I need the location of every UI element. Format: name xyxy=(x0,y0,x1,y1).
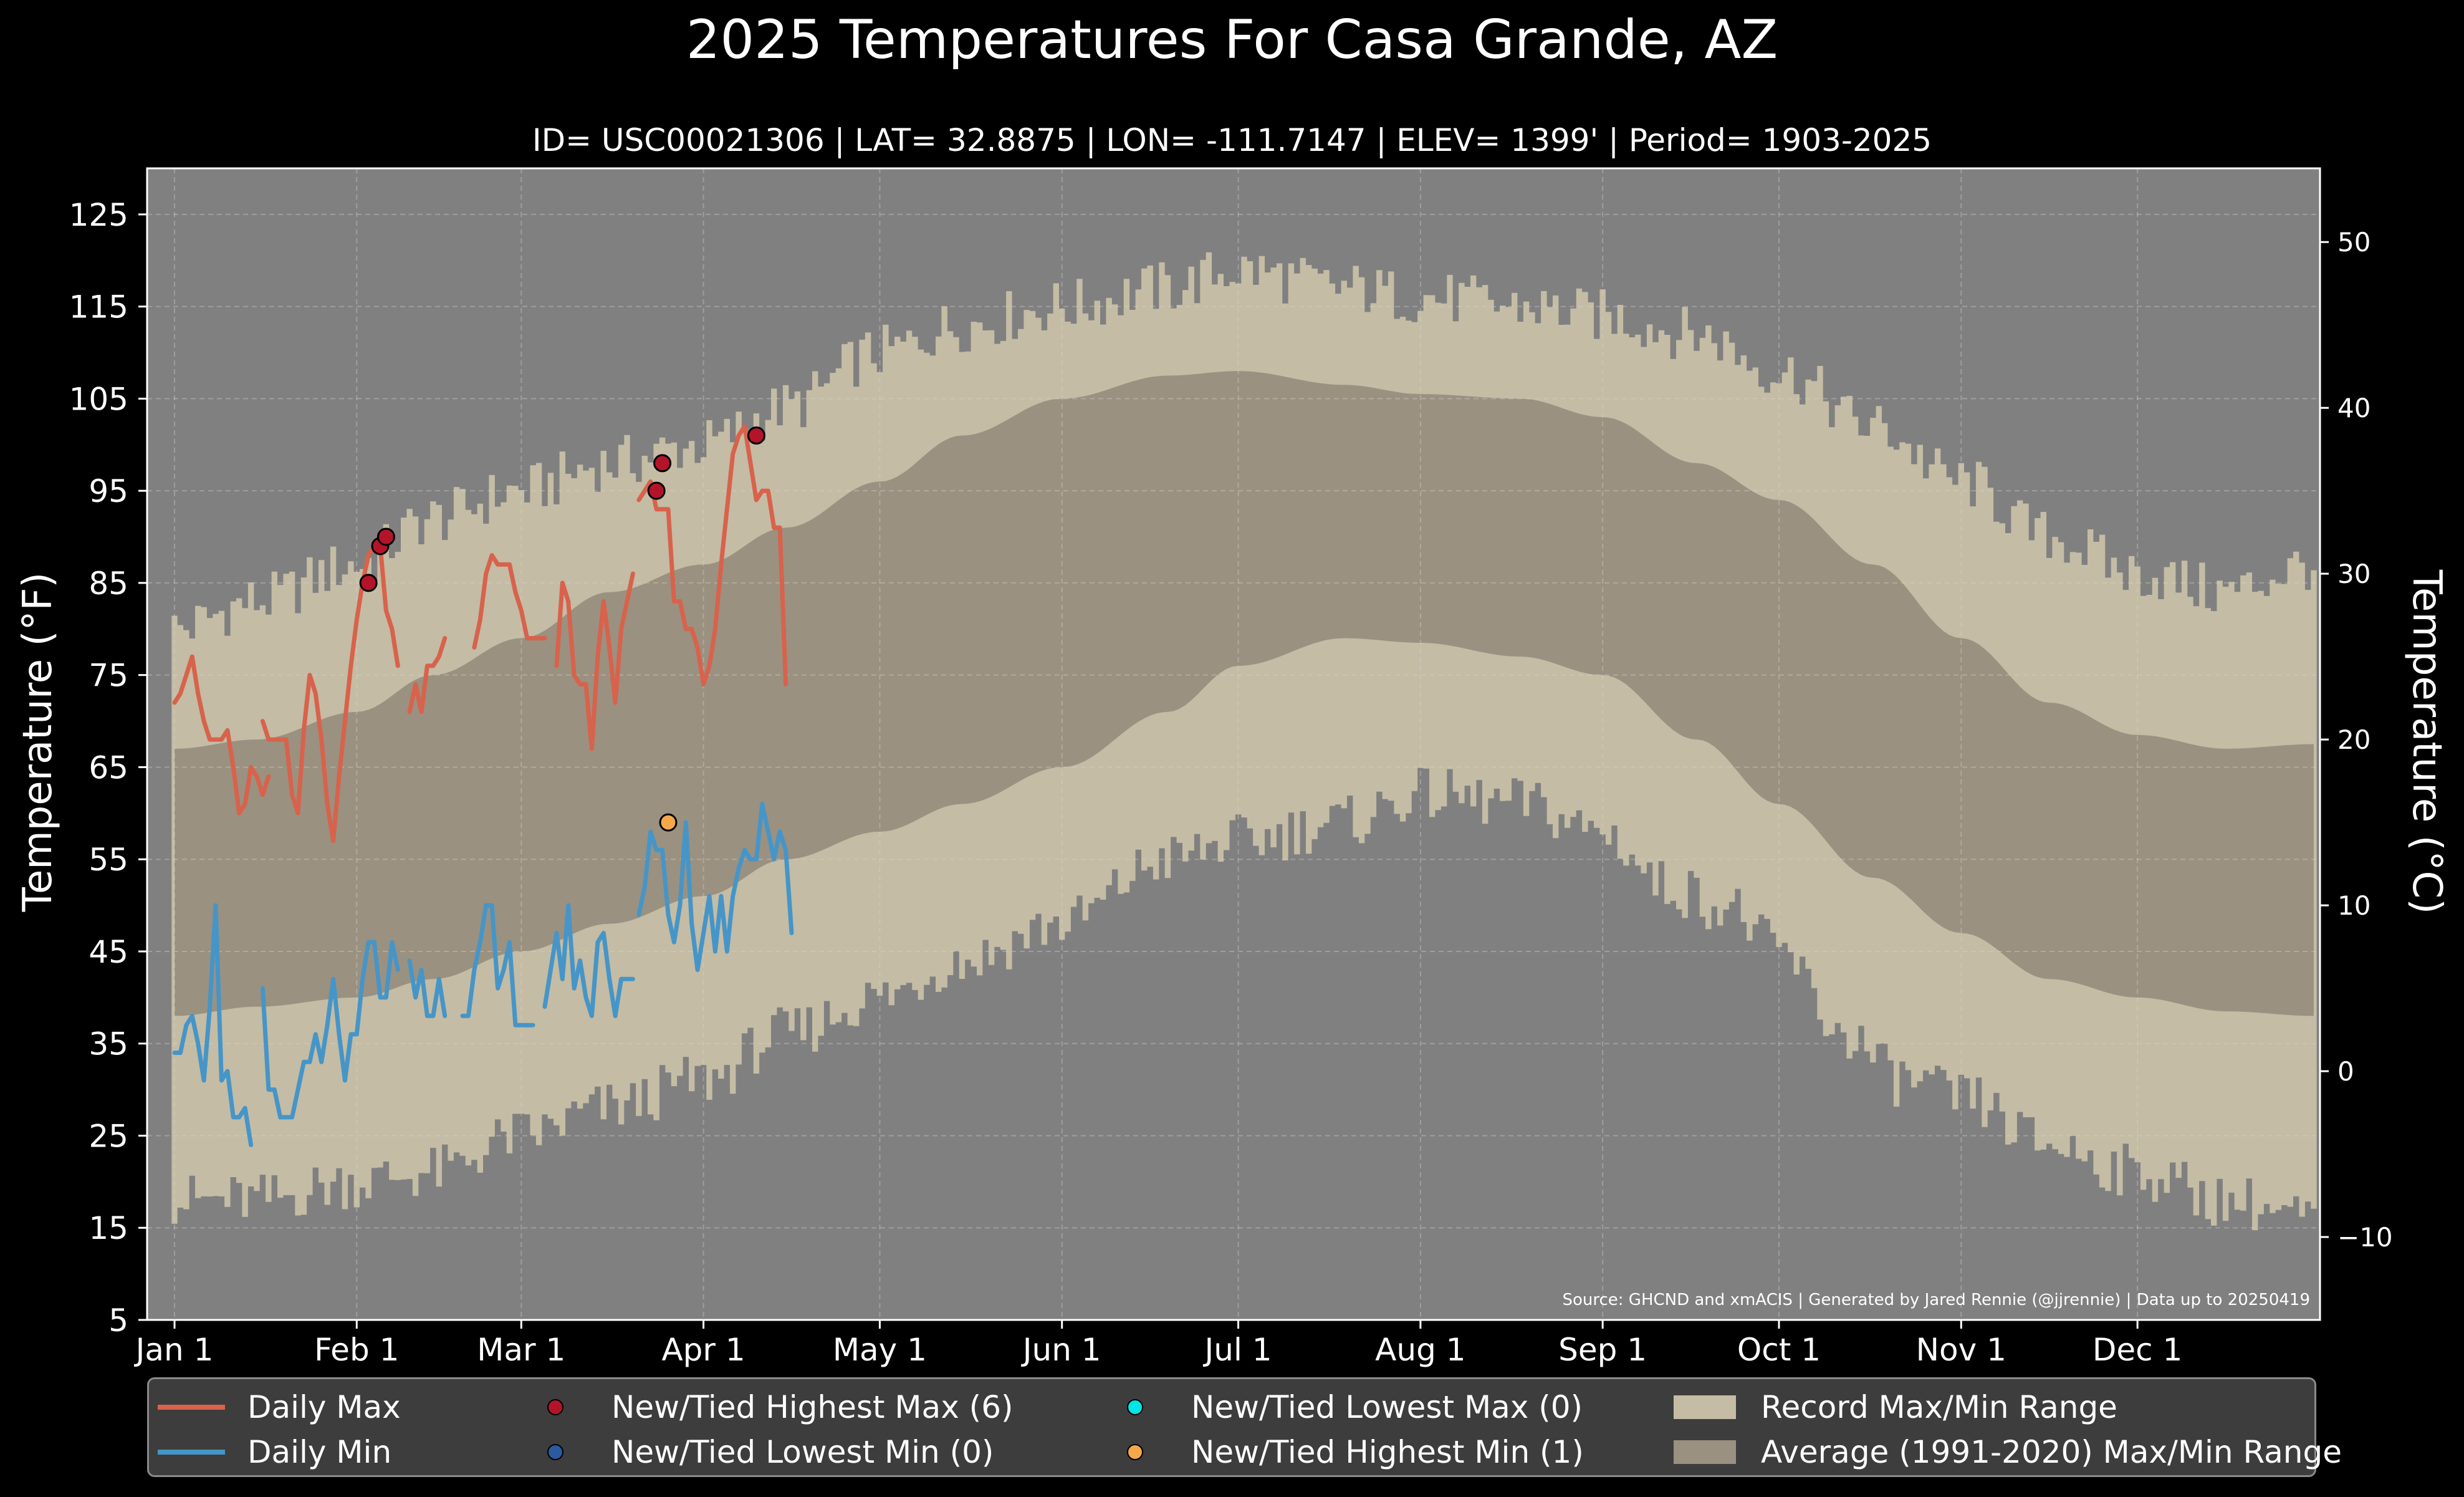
y2-axis-title: Temperature (°C) xyxy=(2404,569,2450,914)
x-tick-label: Dec 1 xyxy=(2092,1332,2182,1368)
legend-label: Daily Max xyxy=(247,1389,401,1425)
x-tick-label: Jan 1 xyxy=(134,1332,214,1368)
legend-patch-swatch xyxy=(1674,1395,1736,1419)
legend-label: Average (1991-2020) Max/Min Range xyxy=(1761,1434,2342,1470)
record-range-band xyxy=(171,252,2317,1231)
y2-tick-label: 50 xyxy=(2337,227,2371,258)
daily-min-line xyxy=(460,903,535,1028)
y-tick-label: 95 xyxy=(89,473,128,509)
chart-title: 2025 Temperatures For Casa Grande, AZ xyxy=(686,9,1778,71)
y-tick-label: 25 xyxy=(89,1118,128,1154)
new-tied-highest-max-marker xyxy=(747,426,765,445)
legend-symbol xyxy=(155,1430,228,1474)
x-tick-label: Jun 1 xyxy=(1021,1332,1101,1368)
legend-dot-swatch xyxy=(1127,1444,1143,1460)
legend-label: New/Tied Highest Max (6) xyxy=(611,1389,1014,1425)
y2-tick-label: 20 xyxy=(2337,724,2371,755)
legend-label: New/Tied Highest Min (1) xyxy=(1191,1434,1584,1470)
legend-label: New/Tied Lowest Max (0) xyxy=(1191,1389,1583,1425)
legend-item-daily-max: Daily Max xyxy=(155,1385,401,1429)
y2-tick-label: 30 xyxy=(2337,559,2371,589)
x-tick-label: Jul 1 xyxy=(1203,1332,1272,1368)
y-tick-label: 45 xyxy=(89,934,128,970)
daily-max-line xyxy=(554,571,635,751)
daily-max-line xyxy=(172,654,271,816)
y-tick-label: 35 xyxy=(89,1026,128,1062)
legend-symbol xyxy=(1099,1385,1171,1429)
y-tick-label: 75 xyxy=(89,658,128,694)
legend: Daily Max Daily Min New/Tied Highest Max (… xyxy=(147,1377,2342,1477)
legend-symbol xyxy=(519,1430,592,1474)
daily-min-line xyxy=(542,903,635,1018)
legend-dot-swatch xyxy=(547,1399,563,1415)
chart-subtitle: ID= USC00021306 | LAT= 32.8875 | LON= -1… xyxy=(532,122,1932,158)
new-tied-highest-max-marker xyxy=(376,527,395,546)
new-tied-highest-max-marker xyxy=(359,574,378,592)
axes: 5 15 25 35 45 55 65 75 85 95 105 115 125 −10 0 10 20 30 40… xyxy=(69,167,2393,1368)
x-tick-label: Feb 1 xyxy=(314,1332,399,1368)
legend-label: Daily Min xyxy=(247,1434,392,1470)
legend-item-new-tied-highest-min-1: New/Tied Highest Min (1) xyxy=(1099,1430,1584,1474)
y-tick-label: 115 xyxy=(69,289,128,325)
plot-frame xyxy=(146,167,2321,1321)
y2-tick-label: 0 xyxy=(2337,1056,2354,1087)
y2-tick-label: 40 xyxy=(2337,393,2371,423)
y-tick-label: 5 xyxy=(108,1302,128,1339)
y2-tick-label: 10 xyxy=(2337,890,2371,921)
daily-max-line xyxy=(636,424,789,686)
daily-max-line xyxy=(407,636,448,715)
y-tick-label: 85 xyxy=(89,566,128,602)
x-tick-label: Apr 1 xyxy=(661,1332,745,1368)
legend-symbol xyxy=(1669,1385,1741,1429)
average-range-band xyxy=(175,371,2314,1016)
y-tick-label: 125 xyxy=(69,197,128,233)
daily-min-line xyxy=(172,903,254,1147)
legend-symbol xyxy=(1099,1430,1171,1474)
legend-item-record-max-min-range: Record Max/Min Range xyxy=(1669,1385,2117,1429)
daily-max-line xyxy=(472,553,547,650)
temperature-chart: 5 15 25 35 45 55 65 75 85 95 105 115 125 −10 0 10 20 30 40… xyxy=(15,167,2450,1368)
legend-item-new-tied-highest-max-6: New/Tied Highest Max (6) xyxy=(519,1385,1014,1429)
legend-line-swatch xyxy=(158,1405,225,1410)
x-tick-label: Nov 1 xyxy=(1916,1332,2006,1368)
legend-item-new-tied-lowest-min-0: New/Tied Lowest Min (0) xyxy=(519,1430,994,1474)
legend-item-daily-min: Daily Min xyxy=(155,1430,391,1474)
y2-tick-label: −10 xyxy=(2337,1222,2393,1253)
y-tick-label: 65 xyxy=(89,749,128,786)
legend-label: Record Max/Min Range xyxy=(1761,1389,2117,1425)
legend-symbol xyxy=(519,1385,592,1429)
daily-min-line xyxy=(636,802,794,972)
legend-dot-swatch xyxy=(547,1444,563,1460)
y-tick-label: 105 xyxy=(69,381,128,417)
y-tick-label: 15 xyxy=(89,1210,128,1246)
new-tied-highest-max-marker xyxy=(653,454,672,473)
plot-area xyxy=(147,168,2320,1321)
x-tick-label: Oct 1 xyxy=(1737,1332,1821,1368)
x-tick-label: Sep 1 xyxy=(1558,1332,1647,1368)
legend-item-average-1991-2020-max-min-range: Average (1991-2020) Max/Min Range xyxy=(1669,1430,2342,1474)
y-axis-title: Temperature (°F) xyxy=(15,572,61,913)
x-tick-label: Mar 1 xyxy=(477,1332,565,1368)
x-tick-label: May 1 xyxy=(833,1332,927,1368)
legend-symbol xyxy=(1669,1430,1741,1474)
source-note: Source: GHCND and xmACIS | Generated by … xyxy=(1562,1291,2310,1309)
x-tick-label: Aug 1 xyxy=(1375,1332,1465,1368)
y-tick-label: 55 xyxy=(89,842,128,878)
new-tied-highest-min-marker xyxy=(659,813,678,832)
legend-item-new-tied-lowest-max-0: New/Tied Lowest Max (0) xyxy=(1099,1385,1583,1429)
legend-label: New/Tied Lowest Min (0) xyxy=(611,1434,994,1470)
daily-min-line xyxy=(260,940,400,1120)
legend-dot-swatch xyxy=(1127,1399,1143,1415)
legend-patch-swatch xyxy=(1674,1440,1736,1464)
legend-line-swatch xyxy=(158,1450,225,1455)
new-tied-highest-max-marker xyxy=(647,481,666,500)
legend-symbol xyxy=(155,1385,228,1429)
daily-min-line xyxy=(407,958,448,1018)
